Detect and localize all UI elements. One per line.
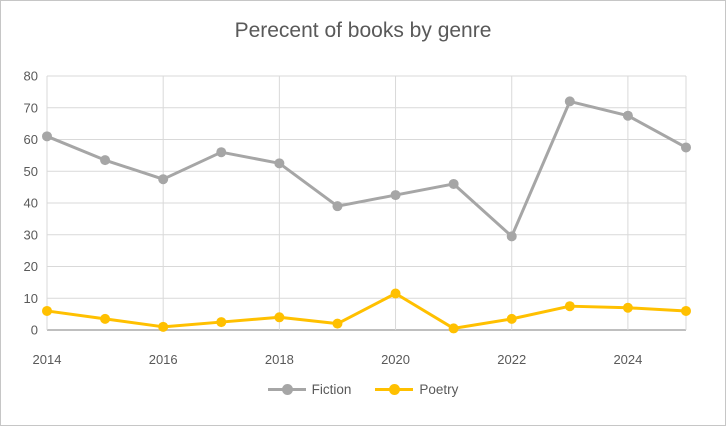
y-tick-label: 30 (24, 227, 38, 242)
series-line-fiction (45, 99, 688, 238)
y-tick-label: 80 (24, 69, 38, 84)
chart-title: Perecent of books by genre (234, 19, 492, 42)
data-point-poetry (274, 312, 285, 323)
data-point-poetry (42, 305, 52, 316)
x-tick-label: 2020 (381, 352, 410, 367)
series-line-poetry (45, 291, 688, 330)
x-tick-label: 2014 (33, 352, 62, 367)
y-tick-label: 10 (24, 291, 38, 306)
legend-item-poetry: Poetry (375, 382, 458, 397)
legend-label: Poetry (419, 382, 459, 397)
data-point-fiction (681, 142, 691, 153)
data-point-fiction (564, 96, 575, 107)
x-tick-label: 2016 (149, 352, 178, 367)
data-point-fiction (42, 131, 52, 142)
data-point-fiction (506, 231, 517, 242)
data-point-poetry (448, 323, 459, 334)
data-point-poetry (332, 318, 343, 329)
data-point-fiction (158, 174, 169, 185)
y-tick-label: 0 (31, 323, 38, 338)
x-tick-label: 2024 (613, 352, 642, 367)
data-point-fiction (216, 147, 227, 158)
y-tick-label: 70 (24, 100, 38, 115)
y-tick-label: 60 (24, 132, 38, 147)
data-point-poetry (622, 302, 633, 313)
data-point-fiction (390, 190, 401, 201)
data-point-poetry (681, 305, 691, 316)
y-tick-label: 50 (24, 164, 38, 179)
legend: Fiction Poetry (1, 382, 725, 397)
x-tick-label: 2022 (497, 352, 526, 367)
legend-label: Fiction (311, 382, 352, 397)
legend-line-marker-icon (267, 384, 306, 395)
data-point-fiction (448, 178, 459, 189)
data-point-fiction (622, 110, 633, 121)
y-tick-label: 20 (24, 259, 38, 274)
y-tick-label: 40 (24, 196, 38, 211)
data-point-poetry (216, 317, 227, 328)
data-point-fiction (100, 155, 111, 166)
data-point-poetry (564, 301, 575, 312)
data-point-fiction (274, 158, 285, 169)
x-tick-label: 2018 (265, 352, 294, 367)
data-point-poetry (390, 288, 401, 299)
data-point-poetry (506, 313, 517, 324)
legend-line-marker-icon (375, 384, 414, 395)
data-point-poetry (158, 321, 169, 332)
data-point-poetry (100, 313, 111, 324)
data-point-fiction (332, 201, 343, 212)
legend-item-fiction: Fiction (267, 382, 352, 397)
